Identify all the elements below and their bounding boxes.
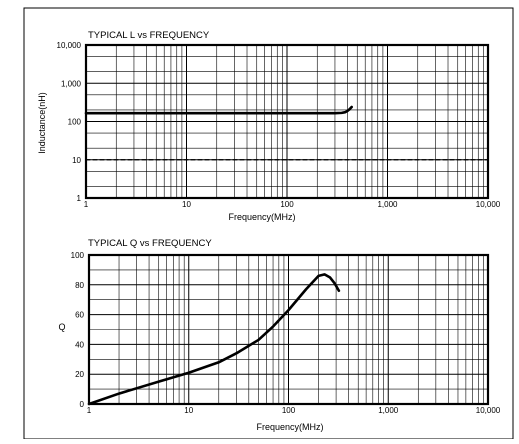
x-tick-label-inductance: 100 <box>280 200 294 209</box>
y-tick-label-inductance: 1,000 <box>61 79 82 88</box>
x-axis-label-q: Frequency(MHz) <box>256 422 323 432</box>
y-tick-label-q: 20 <box>75 370 84 379</box>
y-tick-label-inductance: 10,000 <box>57 41 82 50</box>
x-tick-label-q: 1 <box>87 406 92 415</box>
y-axis-label-q: Q <box>58 322 65 332</box>
x-tick-label-q: 10,000 <box>476 406 501 415</box>
x-axis-label-inductance: Frequency(MHz) <box>228 212 295 222</box>
y-tick-label-inductance: 100 <box>68 118 82 127</box>
x-tick-label-q: 100 <box>282 406 296 415</box>
x-tick-label-inductance: 10,000 <box>476 200 501 209</box>
plot-area-inductance <box>84 43 490 200</box>
y-tick-label-inductance: 1 <box>77 194 82 203</box>
x-tick-label-q: 10 <box>184 406 193 415</box>
y-tick-label-q: 80 <box>75 281 84 290</box>
x-tick-label-inductance: 1,000 <box>377 200 398 209</box>
y-tick-label-inductance: 10 <box>72 156 81 165</box>
x-tick-label-inductance: 1 <box>84 200 89 209</box>
chart-title-q: TYPICAL Q vs FREQUENCY <box>88 238 212 249</box>
chart-title-inductance: TYPICAL L vs FREQUENCY <box>88 30 210 41</box>
series-line-q-0 <box>87 273 341 406</box>
y-tick-label-q: 40 <box>75 340 84 349</box>
x-tick-label-q: 1,000 <box>378 406 399 415</box>
y-axis-label-inductance: Inductance(nH) <box>37 92 47 154</box>
plot-frame-q <box>87 253 490 406</box>
y-tick-label-q: 60 <box>75 311 84 320</box>
y-tick-label-q: 100 <box>71 251 85 260</box>
plot-frame-inductance <box>84 43 490 200</box>
y-tick-label-q: 0 <box>80 400 85 409</box>
x-tick-label-inductance: 10 <box>182 200 191 209</box>
series-line-inductance-0 <box>84 105 353 115</box>
plot-area-q <box>87 253 490 406</box>
